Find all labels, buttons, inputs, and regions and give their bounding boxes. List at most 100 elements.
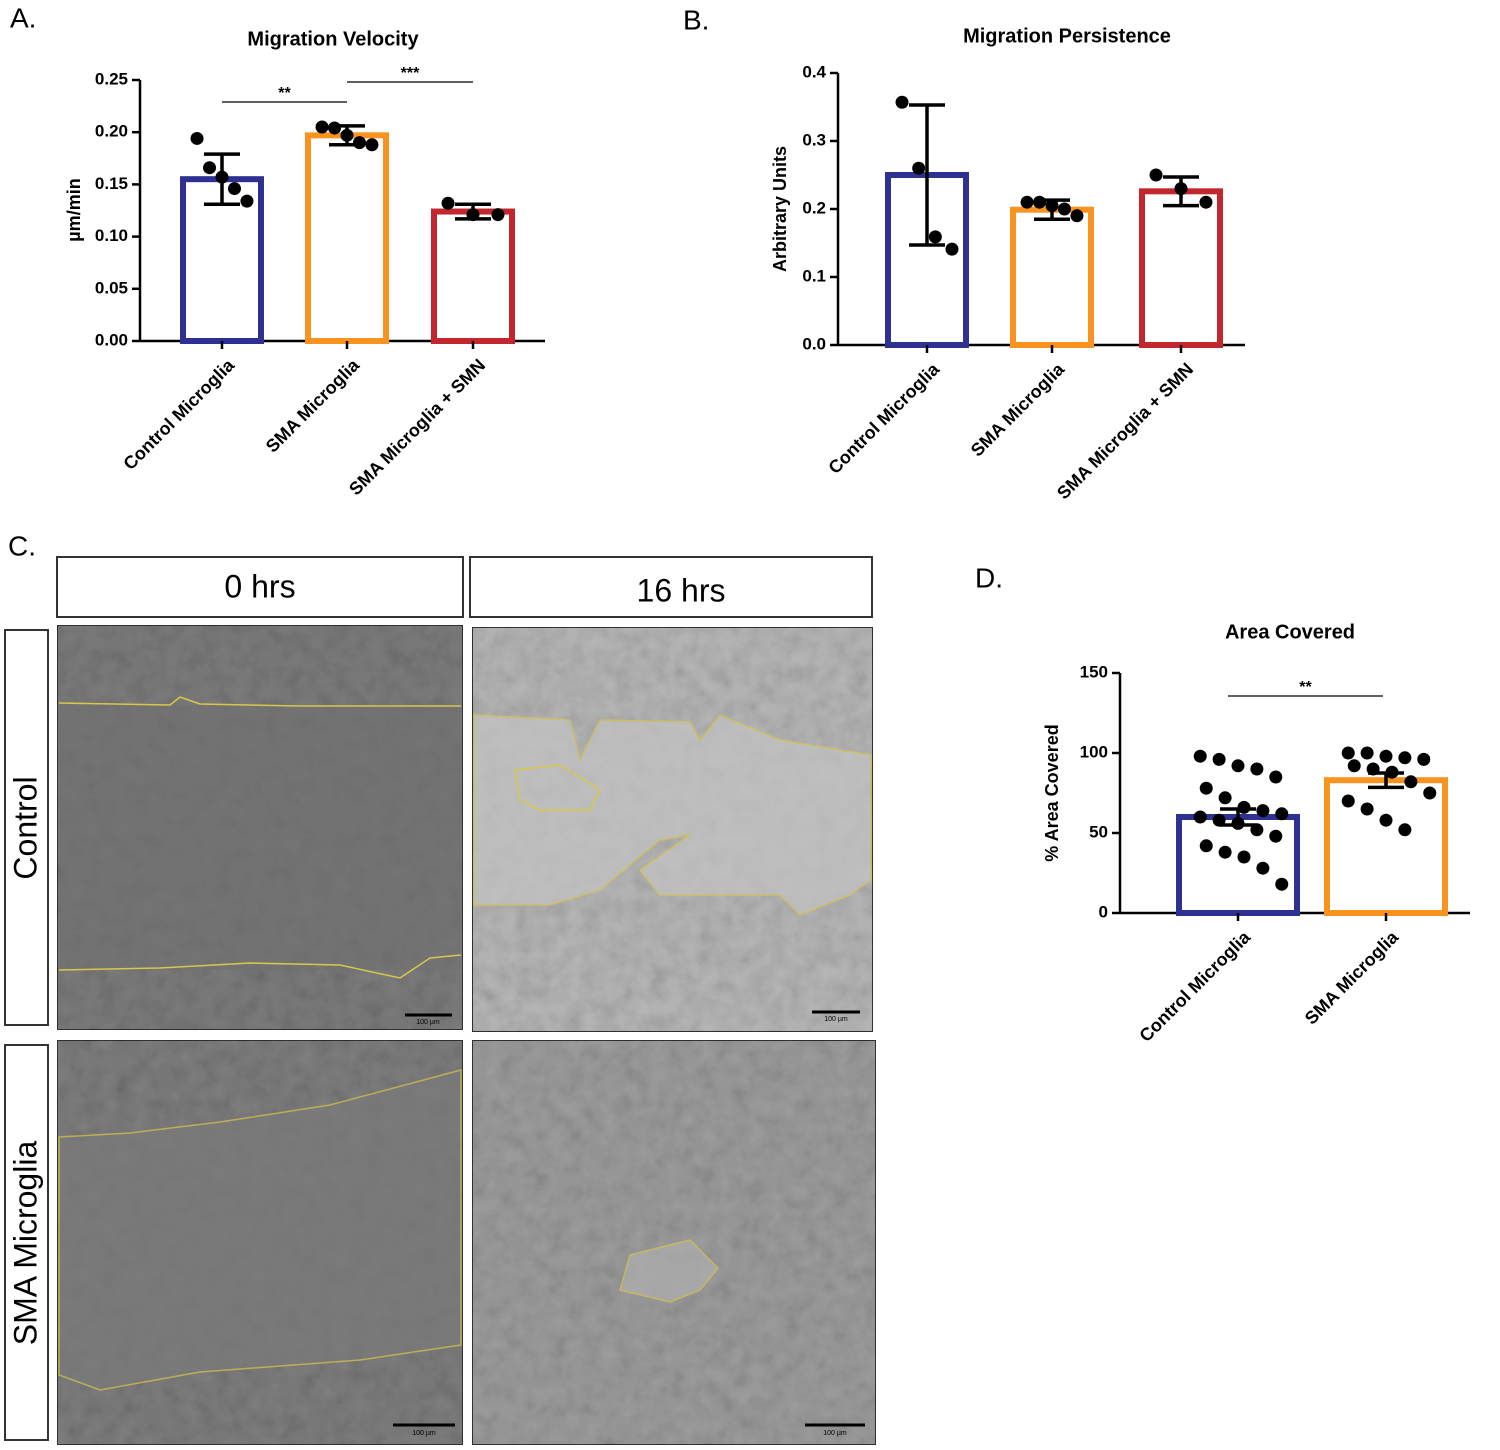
- data-point: [1212, 752, 1226, 766]
- data-point: [1250, 762, 1264, 776]
- wound-outline: [58, 1069, 462, 1391]
- bar: [431, 208, 515, 344]
- bar: [1139, 188, 1223, 348]
- column-header: 0 hrs: [224, 568, 295, 604]
- data-point: [895, 95, 909, 109]
- y-tick-label: 0.0: [802, 334, 826, 353]
- y-tick-label: 0.3: [802, 130, 826, 149]
- y-tick-label: 0: [1099, 902, 1108, 921]
- panel-letter: D.: [975, 562, 1003, 593]
- data-point: [1218, 845, 1232, 859]
- x-tick-label: Control Microglia: [824, 358, 943, 477]
- panel-letter: B.: [683, 4, 709, 35]
- column-header: 16 hrs: [637, 572, 726, 608]
- panel-c: C. 0 hrs 16 hrs Control SMA Microglia 10…: [4, 530, 877, 1446]
- x-tick-label: Control Microglia: [119, 354, 238, 473]
- data-point: [1199, 781, 1213, 795]
- data-point: [1360, 746, 1374, 760]
- y-tick-label: 50: [1089, 822, 1108, 841]
- y-axis-label: Arbitrary Units: [770, 146, 790, 272]
- data-point: [1070, 209, 1084, 223]
- row-header-box: [4, 629, 49, 1026]
- y-tick-label: 0.1: [802, 266, 826, 285]
- bar: [305, 132, 389, 344]
- scale-bar-label: 100 µm: [823, 1430, 847, 1437]
- panel-letter: A.: [10, 2, 36, 33]
- y-tick-label: 0.2: [802, 198, 826, 217]
- data-point: [912, 161, 926, 175]
- data-point: [1398, 823, 1412, 837]
- y-tick-label: 150: [1080, 662, 1108, 681]
- wound-outline: [58, 696, 462, 979]
- wound-outline: [619, 1239, 720, 1303]
- y-tick-label: 0.25: [95, 69, 128, 88]
- data-point: [1045, 199, 1059, 213]
- column-header-box: [469, 556, 873, 618]
- data-point: [1360, 802, 1374, 816]
- data-point: [945, 242, 959, 256]
- y-tick-label: 0.20: [95, 122, 128, 141]
- data-point: [215, 170, 229, 184]
- bar: [1010, 206, 1094, 348]
- chart-title: Migration Velocity: [247, 28, 419, 50]
- data-point: [1398, 751, 1412, 765]
- scale-bar-label: 100 µm: [824, 1016, 848, 1023]
- data-point: [352, 136, 366, 150]
- data-point: [1199, 839, 1213, 853]
- data-point: [1341, 746, 1355, 760]
- y-tick-label: 0.10: [95, 226, 128, 245]
- y-tick-label: 0.00: [95, 330, 128, 349]
- data-point: [1347, 759, 1361, 773]
- data-point: [315, 120, 329, 134]
- data-point: [203, 161, 217, 175]
- data-point: [1237, 850, 1251, 864]
- data-point: [1379, 749, 1393, 763]
- data-point: [1057, 202, 1071, 216]
- data-point: [1193, 810, 1207, 824]
- data-point: [1404, 775, 1418, 789]
- data-point: [1275, 877, 1289, 891]
- chart: B. Migration Persistence Arbitrary Units 0.…: [683, 4, 1245, 503]
- row-header: SMA Microglia: [7, 1141, 43, 1346]
- wound-outline: [473, 714, 872, 916]
- data-point: [1256, 804, 1270, 818]
- x-tick-label: SMA Microglia: [1301, 926, 1403, 1028]
- x-tick-label: SMA Microglia: [967, 358, 1069, 460]
- data-point: [1341, 794, 1355, 808]
- data-point: [441, 196, 455, 210]
- data-point: [1275, 807, 1289, 821]
- panel-letter: C.: [8, 530, 36, 561]
- x-tick-label: SMA Microglia: [262, 354, 364, 456]
- data-point: [1269, 829, 1283, 843]
- data-point: [1250, 823, 1264, 837]
- data-point: [328, 121, 342, 135]
- y-tick-label: 0.4: [802, 62, 826, 81]
- data-point: [1237, 800, 1251, 814]
- chart: D. Area Covered % Area Covered 0 50 100 150 Con…: [975, 562, 1470, 1046]
- data-point: [1174, 182, 1188, 196]
- data-point: [1423, 786, 1437, 800]
- y-axis-label: µm/min: [64, 178, 84, 241]
- data-point: [1199, 195, 1213, 209]
- data-point: [1231, 759, 1245, 773]
- data-point: [928, 230, 942, 244]
- y-tick-label: 0.05: [95, 278, 128, 297]
- chart-title: Migration Persistence: [963, 25, 1171, 47]
- micrograph: [471, 1039, 877, 1446]
- data-point: [1149, 168, 1163, 182]
- data-point: [1379, 813, 1393, 827]
- y-tick-label: 100: [1080, 742, 1108, 761]
- data-point: [1212, 813, 1226, 827]
- data-point: [227, 182, 241, 196]
- significance-label: **: [1299, 679, 1312, 696]
- column-header-box: [56, 556, 464, 618]
- data-point: [1193, 749, 1207, 763]
- chart-title: Area Covered: [1225, 621, 1355, 643]
- data-point: [1256, 861, 1270, 875]
- data-point: [1366, 762, 1380, 776]
- chart: A. Migration Velocity µm/min 0.00 0.05 0.10 0.…: [10, 2, 545, 499]
- data-point: [190, 131, 204, 145]
- wound-area: [59, 705, 461, 970]
- wound-outline: [514, 764, 601, 811]
